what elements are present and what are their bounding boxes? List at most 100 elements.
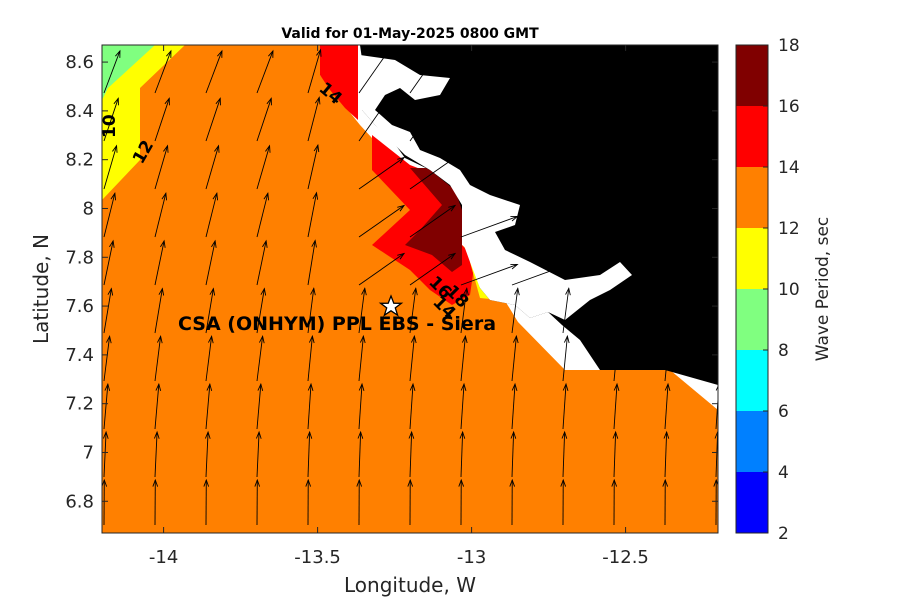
y-axis-ticks: 6.8 7 7.2 7.4 7.6 7.8 8 8.2 8.4 8.6 xyxy=(65,52,718,512)
wave-arrow-shaft xyxy=(460,216,518,238)
wave-arrow-shaft xyxy=(154,98,170,142)
wave-arrow-shaft xyxy=(103,145,117,190)
wave-arrow-shaft xyxy=(562,384,567,430)
wave-arrow-head xyxy=(448,204,457,212)
wave-arrow-shaft xyxy=(103,432,107,478)
wave-arrow-head xyxy=(397,156,406,164)
wave-arrow-shaft xyxy=(256,384,262,430)
wave-arrow-shaft xyxy=(358,336,364,382)
wave-arrow-head xyxy=(155,382,162,392)
wave-arrow-shaft xyxy=(103,288,112,334)
colorbar-tick-label: 10 xyxy=(778,280,800,300)
wave-arrow-shaft xyxy=(358,157,405,190)
contour-labels: 10 12 14 16 18 14 xyxy=(100,79,472,324)
wave-arrow-shaft xyxy=(460,336,466,382)
wave-arrow-shaft xyxy=(358,205,405,238)
wave-arrow-shaft xyxy=(256,336,264,382)
wave-arrow-shaft xyxy=(664,336,670,382)
colorbar-tick-label: 18 xyxy=(778,36,800,56)
wave-arrow-shaft xyxy=(256,240,267,286)
colorbar-tick-label: 2 xyxy=(778,524,789,544)
wave-arrow-head xyxy=(308,334,315,344)
wave-arrow-shaft xyxy=(358,384,363,430)
wave-arrow-shaft xyxy=(154,50,172,94)
y-tick-label: 7.4 xyxy=(65,345,94,366)
wave-arrow-head xyxy=(463,287,469,296)
wave-arrow-head xyxy=(662,478,669,487)
colorbar-tick-label: 4 xyxy=(778,463,789,483)
wave-arrow-head xyxy=(110,192,117,201)
wave-arrow-shaft xyxy=(103,336,111,382)
y-tick-label: 7.6 xyxy=(65,296,94,317)
wave-arrow-head xyxy=(217,49,223,58)
wave-arrow-head xyxy=(459,430,466,439)
wave-arrow-shaft xyxy=(409,95,442,142)
wave-arrow-head xyxy=(510,264,519,270)
colorbar-segment xyxy=(736,350,768,411)
wave-arrow-head xyxy=(512,334,519,344)
land-mass-sierra-leone xyxy=(360,45,718,385)
sea-period-region-14-16-north xyxy=(320,45,358,120)
site-label: CSA (ONHYM) PPL EBS - Siera xyxy=(178,313,496,335)
wave-arrow-shaft xyxy=(715,432,718,478)
wave-arrow-head xyxy=(361,287,367,296)
y-tick-label: 8.4 xyxy=(65,101,94,122)
wave-arrow-shaft xyxy=(205,288,214,334)
x-tick-label: -12.5 xyxy=(602,547,649,568)
wave-arrow-head xyxy=(113,97,119,106)
wave-arrow-shaft xyxy=(154,336,162,382)
x-axis-ticks: -14 -13.5 -13 -12.5 xyxy=(149,45,649,568)
wave-arrow-shaft xyxy=(460,288,468,334)
y-tick-label: 7 xyxy=(83,442,94,463)
wave-arrow-head xyxy=(561,216,570,222)
wave-arrow-head xyxy=(563,334,570,344)
wave-arrow-shaft xyxy=(358,432,362,478)
wave-arrow-head xyxy=(163,144,169,153)
wave-arrow-head xyxy=(316,48,322,57)
colorbar-tick-label: 16 xyxy=(778,97,800,117)
wave-arrow-shaft xyxy=(664,432,668,478)
wave-arrow-head xyxy=(265,144,271,153)
map-plot-area xyxy=(102,45,718,533)
wave-arrow-shaft xyxy=(511,384,516,430)
wave-arrow-head xyxy=(408,430,415,439)
x-tick-label: -14 xyxy=(149,547,178,568)
wave-arrow-head xyxy=(397,204,406,212)
contour-label-10: 10 xyxy=(100,114,120,138)
wave-arrow-head xyxy=(307,382,314,391)
wave-arrow-head xyxy=(384,46,392,55)
wave-arrow-head xyxy=(562,382,569,391)
nw-period-region-green xyxy=(102,45,155,100)
wave-arrow-shaft xyxy=(409,432,413,478)
wave-arrow-shaft xyxy=(256,98,272,142)
wave-arrow-shaft xyxy=(256,288,265,334)
wave-arrow-head xyxy=(511,382,518,391)
wave-arrow-head xyxy=(153,430,160,439)
y-tick-label: 7.8 xyxy=(65,247,94,268)
wave-arrow-head xyxy=(561,264,570,270)
wave-arrow-head xyxy=(356,478,363,487)
wave-arrow-head xyxy=(106,335,112,344)
wave-arrow-head xyxy=(357,430,364,439)
wave-arrow-head xyxy=(203,478,210,487)
wave-arrow-shaft xyxy=(307,288,315,334)
wave-arrow-head xyxy=(204,430,211,439)
wave-arrow-head xyxy=(310,287,316,296)
wave-arrow-head xyxy=(311,239,317,248)
wave-arrow-shaft xyxy=(307,432,311,478)
wave-arrow-shaft xyxy=(358,95,391,142)
wave-arrow-head xyxy=(102,430,109,439)
wave-arrow-shaft xyxy=(358,288,366,334)
colorbar-segment xyxy=(736,167,768,228)
wave-arrow-head xyxy=(254,478,261,487)
y-tick-label: 8 xyxy=(83,198,94,219)
wave-arrow-head xyxy=(614,334,621,344)
wave-arrow-shaft xyxy=(460,384,465,430)
wave-arrow-shaft xyxy=(358,47,391,94)
wave-arrow-head xyxy=(215,97,221,106)
wave-arrow-head xyxy=(166,49,172,58)
colorbar-tick-label: 12 xyxy=(778,219,800,239)
wave-arrow-head xyxy=(664,382,671,391)
wave-arrow-shaft xyxy=(103,384,109,430)
wave-arrow-head xyxy=(510,430,517,439)
